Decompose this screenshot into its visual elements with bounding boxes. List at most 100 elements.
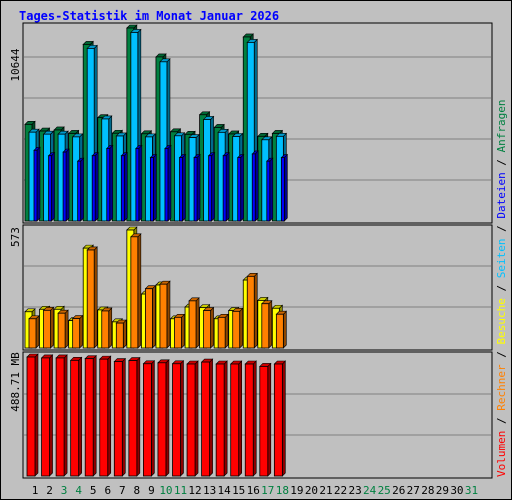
x-tick-day-30: 30	[450, 484, 463, 497]
bar-volumen-day-11	[172, 363, 181, 477]
x-tick-day-14: 14	[218, 484, 232, 497]
x-tick-day-23: 23	[348, 484, 361, 497]
bar-dateien-day-7	[120, 155, 125, 222]
bar-rechner-day-8-side	[137, 233, 142, 349]
bar-dateien-day-12-side	[196, 153, 201, 222]
bar-rechner-day-12-side	[195, 297, 200, 349]
bar-volumen-day-17	[259, 366, 269, 477]
bar-seiten-day-16	[246, 41, 255, 222]
bar-seiten-day-5	[86, 47, 95, 222]
bar-volumen-day-12	[186, 363, 196, 477]
bar-dateien-day-13	[208, 155, 213, 222]
bar-volumen-day-17-side	[267, 362, 272, 477]
legend-item-dateien: Dateien	[495, 172, 508, 218]
bar-volumen-day-13	[201, 361, 211, 477]
bar-dateien-day-3	[62, 151, 67, 222]
bar-dateien-day-17-side	[269, 157, 274, 222]
bar-volumen-day-10-side	[165, 359, 170, 477]
bar-rechner-day-10-side	[166, 280, 171, 349]
bar-volumen-day-1-side	[34, 353, 39, 477]
bar-volumen-day-6	[99, 358, 109, 477]
bar-volumen-day-14	[215, 363, 225, 477]
bar-dateien-day-6-side	[109, 144, 114, 222]
bar-volumen-day-2	[41, 357, 50, 477]
bar-volumen-day-5-side	[92, 354, 97, 477]
bar-volumen-day-3-side	[63, 354, 68, 477]
bar-volumen-day-2-side	[49, 354, 53, 477]
bar-rechner-day-6-side	[108, 307, 113, 349]
x-tick-day-1: 1	[32, 484, 39, 497]
bar-dateien-day-11	[179, 157, 183, 222]
bar-volumen-day-12-side	[194, 360, 199, 477]
bar-dateien-day-1-side	[36, 146, 41, 222]
x-tick-day-11: 11	[174, 484, 187, 497]
x-tick-day-19: 19	[290, 484, 303, 497]
bar-dateien-day-8-side	[138, 144, 143, 222]
x-tick-day-10: 10	[159, 484, 172, 497]
x-tick-day-27: 27	[407, 484, 420, 497]
bar-rechner-day-4-side	[79, 314, 83, 349]
x-tick-day-15: 15	[232, 484, 245, 497]
bar-rechner-day-4	[72, 318, 81, 349]
bar-rechner-day-10	[159, 283, 168, 349]
x-tick-day-26: 26	[392, 484, 405, 497]
bar-rechner-day-17	[261, 303, 270, 349]
bar-dateien-day-13-side	[211, 151, 215, 222]
bar-dateien-day-18	[280, 157, 285, 222]
bar-dateien-day-3-side	[65, 148, 70, 222]
x-tick-day-3: 3	[61, 484, 68, 497]
bar-rechner-day-11	[174, 316, 182, 349]
bar-rechner-day-1-side	[35, 315, 40, 349]
bar-volumen-day-13-side	[209, 358, 213, 477]
bar-rechner-day-14	[217, 316, 226, 349]
bar-dateien-day-10-side	[167, 144, 172, 222]
bar-volumen-day-16	[244, 363, 254, 477]
bar-volumen-day-8-side	[136, 356, 141, 477]
bar-rechner-day-1	[28, 318, 37, 349]
x-tick-day-7: 7	[119, 484, 126, 497]
bar-rechner-day-5-side	[93, 246, 98, 349]
bar-volumen-day-15-side	[238, 360, 242, 477]
legend-item-volumen: Volumen	[495, 431, 508, 477]
x-tick-day-16: 16	[247, 484, 260, 497]
bar-volumen-day-9	[142, 363, 152, 477]
bar-dateien-day-6	[106, 148, 111, 222]
legend-separator: /	[495, 345, 508, 365]
bar-rechner-day-5	[86, 249, 95, 349]
bar-dateien-day-16	[251, 153, 256, 222]
bar-rechner-day-18	[275, 313, 284, 349]
x-tick-day-13: 13	[203, 484, 216, 497]
x-tick-day-2: 2	[46, 484, 53, 497]
x-tick-day-28: 28	[421, 484, 434, 497]
bar-rechner-day-17-side	[268, 299, 273, 349]
x-tick-day-20: 20	[305, 484, 318, 497]
bar-rechner-day-13-side	[210, 306, 214, 349]
bar-rechner-day-2	[43, 309, 51, 349]
x-tick-day-8: 8	[134, 484, 141, 497]
bar-rechner-day-9	[144, 288, 153, 349]
bar-volumen-day-3	[55, 357, 65, 477]
bar-volumen-day-4	[70, 359, 80, 477]
bar-rechner-day-13	[203, 310, 212, 349]
bar-dateien-day-12	[193, 157, 198, 222]
x-tick-day-25: 25	[378, 484, 391, 497]
x-tick-day-17: 17	[261, 484, 274, 497]
bar-dateien-day-4	[77, 160, 82, 222]
bar-dateien-day-5-side	[94, 151, 99, 222]
bar-rechner-day-15-side	[239, 307, 243, 349]
bar-dateien-day-2-side	[51, 151, 55, 222]
bar-dateien-day-10	[164, 148, 169, 222]
bar-dateien-day-15-side	[240, 153, 244, 222]
bar-rechner-day-2-side	[50, 306, 54, 349]
x-tick-day-31: 31	[465, 484, 478, 497]
bar-volumen-day-5	[84, 358, 94, 477]
bar-rechner-day-16	[246, 275, 255, 349]
bar-dateien-day-11-side	[182, 153, 186, 222]
bar-rechner-day-18-side	[283, 310, 287, 349]
bar-volumen-day-14-side	[223, 360, 228, 477]
bar-rechner-day-11-side	[181, 313, 185, 349]
bar-volumen-day-4-side	[78, 356, 82, 477]
bar-rechner-day-16-side	[253, 272, 258, 349]
legend-separator: /	[495, 411, 508, 431]
